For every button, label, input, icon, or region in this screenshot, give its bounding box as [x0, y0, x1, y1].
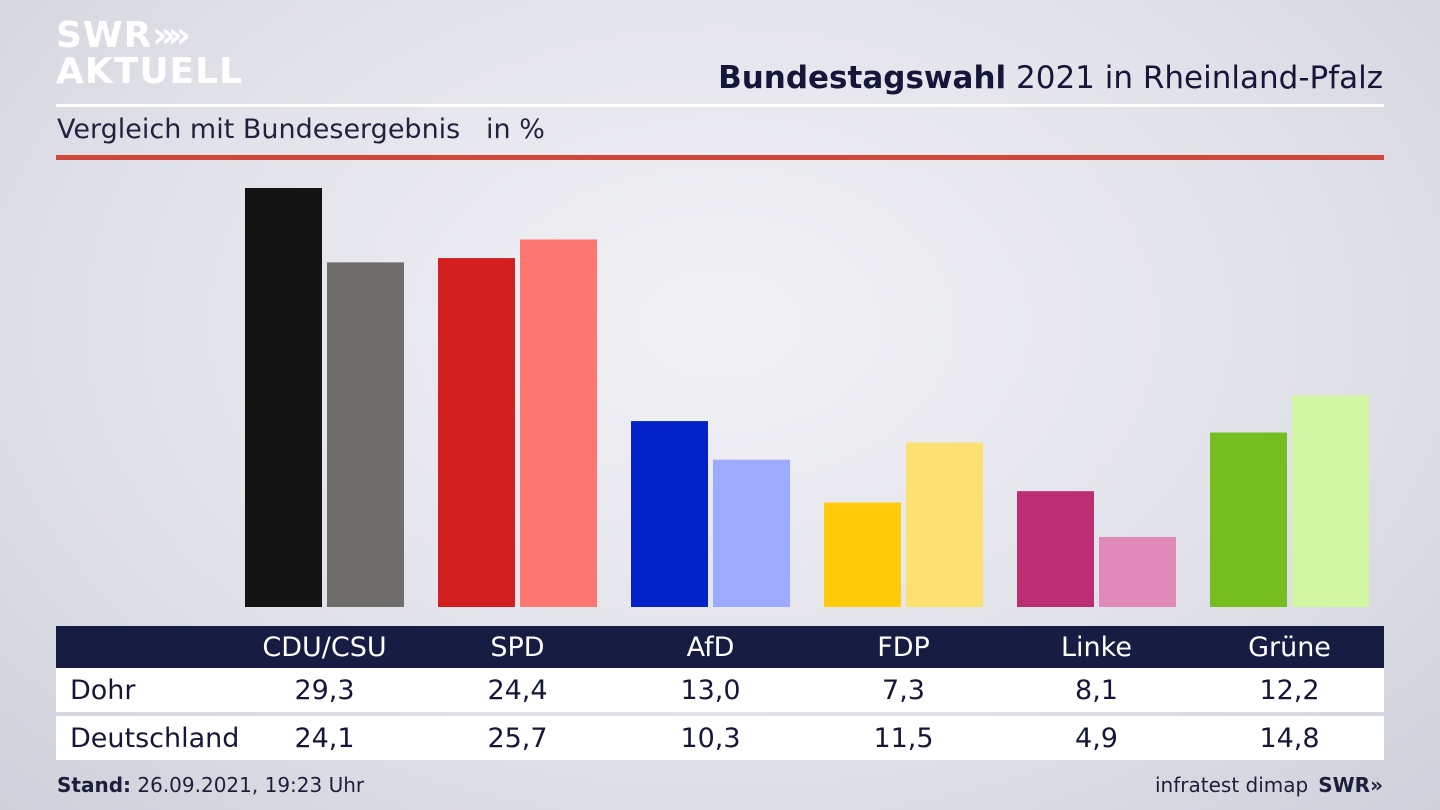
row-label: Dohr — [70, 674, 136, 706]
value-cell: 7,3 — [882, 674, 925, 706]
bar-linke-dohr — [1017, 491, 1094, 607]
value-cell: 29,3 — [294, 674, 355, 706]
table-row-dohr: Dohr 29,3 24,4 13,0 7,3 8,1 12,2 — [56, 668, 1384, 712]
value-cell: 10,3 — [680, 722, 741, 754]
value-cell: 25,7 — [487, 722, 548, 754]
title-bold: Bundestagswahl — [718, 60, 1007, 96]
results-table: CDU/CSU SPD AfD FDP Linke Grüne Dohr 29,3 24,4 1… — [56, 626, 1384, 760]
value-cell: 13,0 — [680, 674, 741, 706]
column-header-spd: SPD — [490, 631, 545, 663]
subtitle-divider — [56, 155, 1384, 160]
page-title: Bundestagswahl 2021 in Rheinland-Pfalz — [718, 60, 1383, 96]
table-row-deutschland: Deutschland 24,1 25,7 10,3 11,5 4,9 14,8 — [56, 716, 1384, 760]
swr-footer-logo: SWR» — [1318, 773, 1383, 797]
source-label: infratest dimap — [1155, 773, 1309, 797]
source-credit: infratest dimap SWR» — [1155, 773, 1383, 797]
bar-chart — [245, 188, 1369, 607]
bar-fdp-deutschland — [906, 442, 983, 607]
bar-afd-deutschland — [713, 459, 790, 607]
title-rest: 2021 in Rheinland-Pfalz — [1006, 60, 1383, 96]
column-header-afd: AfD — [686, 631, 735, 663]
table-header: CDU/CSU SPD AfD FDP Linke Grüne — [56, 626, 1384, 668]
bar-gr-ne-dohr — [1210, 432, 1287, 607]
title-divider — [56, 104, 1384, 107]
bar-fdp-dohr — [824, 502, 901, 607]
stand-label: Stand: — [57, 773, 132, 797]
bar-afd-dohr — [631, 421, 708, 607]
value-cell: 11,5 — [873, 722, 934, 754]
bar-cdu-csu-deutschland — [327, 262, 404, 607]
row-label: Deutschland — [70, 722, 240, 754]
chart-subtitle: Vergleich mit Bundesergebnis in % — [57, 114, 545, 145]
bar-gr-ne-deutschland — [1292, 395, 1369, 607]
column-header-fdp: FDP — [877, 631, 930, 663]
column-header-cdu-csu: CDU/CSU — [262, 631, 387, 663]
swr-aktuell-logo: SWR»» AKTUELL — [56, 15, 244, 92]
value-cell: 4,9 — [1075, 722, 1118, 754]
bar-spd-deutschland — [520, 239, 597, 607]
stand-value: 26.09.2021, 19:23 Uhr — [131, 773, 365, 797]
timestamp: Stand: 26.09.2021, 19:23 Uhr — [57, 773, 364, 797]
bar-linke-deutschland — [1099, 536, 1176, 607]
bar-spd-dohr — [438, 258, 515, 607]
bar-cdu-csu-dohr — [245, 188, 322, 607]
value-cell: 12,2 — [1259, 674, 1320, 706]
value-cell: 14,8 — [1259, 722, 1320, 754]
column-header-linke: Linke — [1061, 631, 1132, 663]
value-cell: 8,1 — [1075, 674, 1118, 706]
value-cell: 24,1 — [294, 722, 355, 754]
column-header-gr-ne: Grüne — [1248, 631, 1331, 663]
value-cell: 24,4 — [487, 674, 548, 706]
